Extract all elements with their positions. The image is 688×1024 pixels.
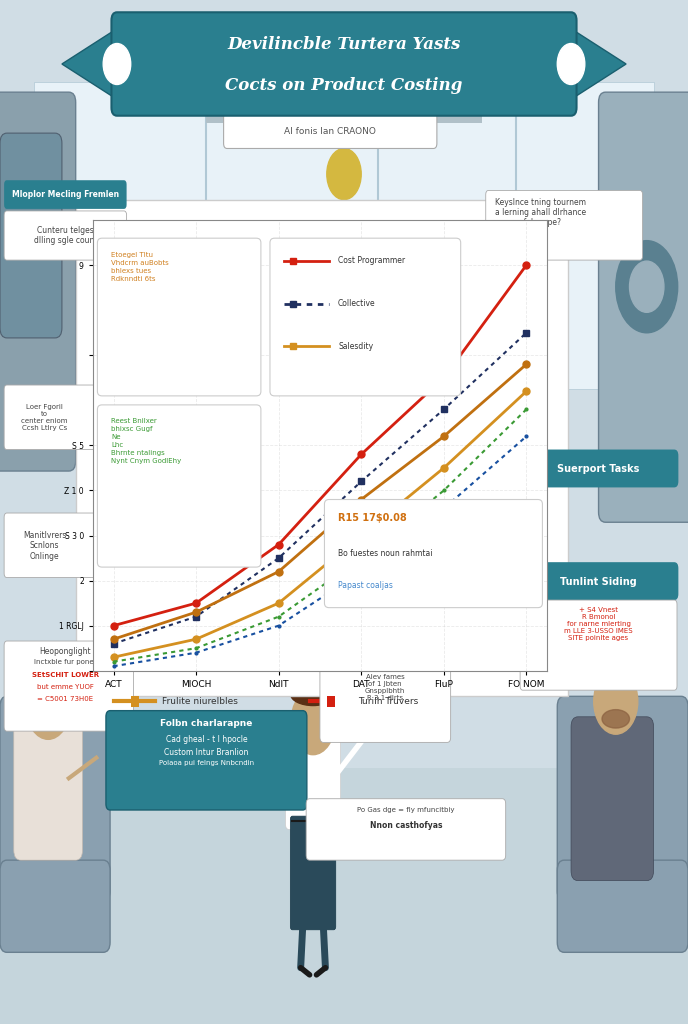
FancyBboxPatch shape <box>4 513 99 578</box>
Text: but emme YUOF: but emme YUOF <box>37 684 94 690</box>
Circle shape <box>594 669 638 734</box>
FancyBboxPatch shape <box>290 816 336 930</box>
FancyBboxPatch shape <box>4 211 127 260</box>
Polygon shape <box>571 29 626 99</box>
Text: Collective: Collective <box>338 299 376 308</box>
Text: Cost Programmer: Cost Programmer <box>338 256 405 265</box>
Text: Al fonis lan CRAONO: Al fonis lan CRAONO <box>284 127 376 135</box>
FancyBboxPatch shape <box>557 860 688 952</box>
Text: Reest Bnilxer
bhixsc Gugf
Ne
Lhc
Bhrnte ntalings
Nynt Cnym GodlEhy: Reest Bnilxer bhixsc Gugf Ne Lhc Bhrnte … <box>111 419 182 465</box>
Circle shape <box>616 241 678 333</box>
FancyBboxPatch shape <box>520 600 677 690</box>
Circle shape <box>291 689 335 755</box>
FancyBboxPatch shape <box>306 799 506 860</box>
Text: Mloplor Mecling Fremlen: Mloplor Mecling Fremlen <box>12 190 119 199</box>
FancyBboxPatch shape <box>111 12 577 116</box>
Text: Po Gas dge = fly mfuncitbiy: Po Gas dge = fly mfuncitbiy <box>357 807 455 813</box>
FancyBboxPatch shape <box>4 385 99 450</box>
Text: Cocts on Product Costing: Cocts on Product Costing <box>225 77 463 94</box>
FancyBboxPatch shape <box>571 717 654 881</box>
Text: Tunlint Siding: Tunlint Siding <box>560 577 637 587</box>
Text: Polaoa pui felngs Nnbcndin: Polaoa pui felngs Nnbcndin <box>159 760 254 766</box>
FancyBboxPatch shape <box>224 113 437 148</box>
Bar <box>131 696 139 707</box>
FancyBboxPatch shape <box>0 768 688 1024</box>
Text: Loer Fgoril
to
center eniom
Ccsh Ltlry Cs: Loer Fgoril to center eniom Ccsh Ltlry C… <box>21 404 68 431</box>
Text: Etoegel Tltu
Vhdcrm auBobts
bhlexs tues
Rdknndti 6ts: Etoegel Tltu Vhdcrm auBobts bhlexs tues … <box>111 252 169 282</box>
FancyBboxPatch shape <box>0 696 110 901</box>
Text: Bo fuestes noun rahmtai: Bo fuestes noun rahmtai <box>338 549 433 558</box>
Text: Heoponglight: Heoponglight <box>39 647 92 656</box>
Text: Custom lntur Branlion: Custom lntur Branlion <box>164 748 248 757</box>
Circle shape <box>26 674 70 739</box>
Ellipse shape <box>593 667 638 689</box>
FancyBboxPatch shape <box>557 696 688 901</box>
Text: Cunteru telges
dlling sgle count: Cunteru telges dlling sgle count <box>34 226 97 245</box>
Text: Folbn charlarapne: Folbn charlarapne <box>160 719 252 728</box>
FancyBboxPatch shape <box>519 562 678 600</box>
FancyBboxPatch shape <box>34 82 654 389</box>
FancyBboxPatch shape <box>270 239 461 396</box>
Text: Turilh Truvers: Turilh Truvers <box>358 697 418 706</box>
FancyBboxPatch shape <box>486 190 643 260</box>
Text: Frulite niurelbles: Frulite niurelbles <box>162 697 237 706</box>
Text: + S4 Vnest
R Bmonol
for narne mlerting
m LLE 3-USSO IMES
SITE poinlte ages: + S4 Vnest R Bmonol for narne mlerting m… <box>564 607 633 641</box>
Text: Papast coaljas: Papast coaljas <box>338 581 393 590</box>
FancyBboxPatch shape <box>98 404 261 567</box>
Circle shape <box>327 148 361 200</box>
FancyBboxPatch shape <box>206 92 482 123</box>
Polygon shape <box>62 29 117 99</box>
Ellipse shape <box>26 668 71 694</box>
Circle shape <box>557 43 585 85</box>
Text: Manitlvrers
Scnlons
Onlinge: Manitlvrers Scnlons Onlinge <box>23 530 67 561</box>
FancyBboxPatch shape <box>106 711 307 810</box>
Text: Inctxble fur pones: Inctxble fur pones <box>34 659 97 666</box>
FancyBboxPatch shape <box>14 717 83 860</box>
FancyBboxPatch shape <box>325 500 542 607</box>
FancyBboxPatch shape <box>0 0 688 891</box>
FancyBboxPatch shape <box>519 450 678 487</box>
Text: Keyslnce tning tournem
a lerning ahall dlrhance
ceneer folnonpe?: Keyslnce tning tournem a lerning ahall d… <box>495 198 586 227</box>
Circle shape <box>103 43 131 85</box>
Bar <box>327 696 335 707</box>
FancyBboxPatch shape <box>4 641 133 731</box>
Text: Suerport Tasks: Suerport Tasks <box>557 464 640 474</box>
Text: Alev fames
of 1 Jbten
Gnspplbhth
R 3.1 dlrts: Alev fames of 1 Jbten Gnspplbhth R 3.1 d… <box>365 674 405 700</box>
FancyBboxPatch shape <box>4 180 127 209</box>
FancyBboxPatch shape <box>98 239 261 396</box>
FancyBboxPatch shape <box>599 92 688 522</box>
Circle shape <box>630 261 664 312</box>
FancyBboxPatch shape <box>76 200 568 696</box>
Text: Nnon casthofyas: Nnon casthofyas <box>369 821 442 830</box>
Ellipse shape <box>290 683 336 706</box>
FancyBboxPatch shape <box>0 133 62 338</box>
Text: Salesdity: Salesdity <box>338 342 373 351</box>
FancyBboxPatch shape <box>320 666 451 742</box>
Text: Devilincble Turtera Yasts: Devilincble Turtera Yasts <box>227 36 461 53</box>
Text: Cad gheal - t I hpocle: Cad gheal - t I hpocle <box>166 735 247 744</box>
FancyBboxPatch shape <box>0 860 110 952</box>
Text: SEtSCHIT LOWER: SEtSCHIT LOWER <box>32 672 99 678</box>
FancyBboxPatch shape <box>286 722 341 829</box>
Ellipse shape <box>602 710 630 728</box>
Text: = C5001 73H0E: = C5001 73H0E <box>37 696 94 702</box>
Text: R15 17$0.08: R15 17$0.08 <box>338 513 407 523</box>
FancyBboxPatch shape <box>0 92 76 471</box>
